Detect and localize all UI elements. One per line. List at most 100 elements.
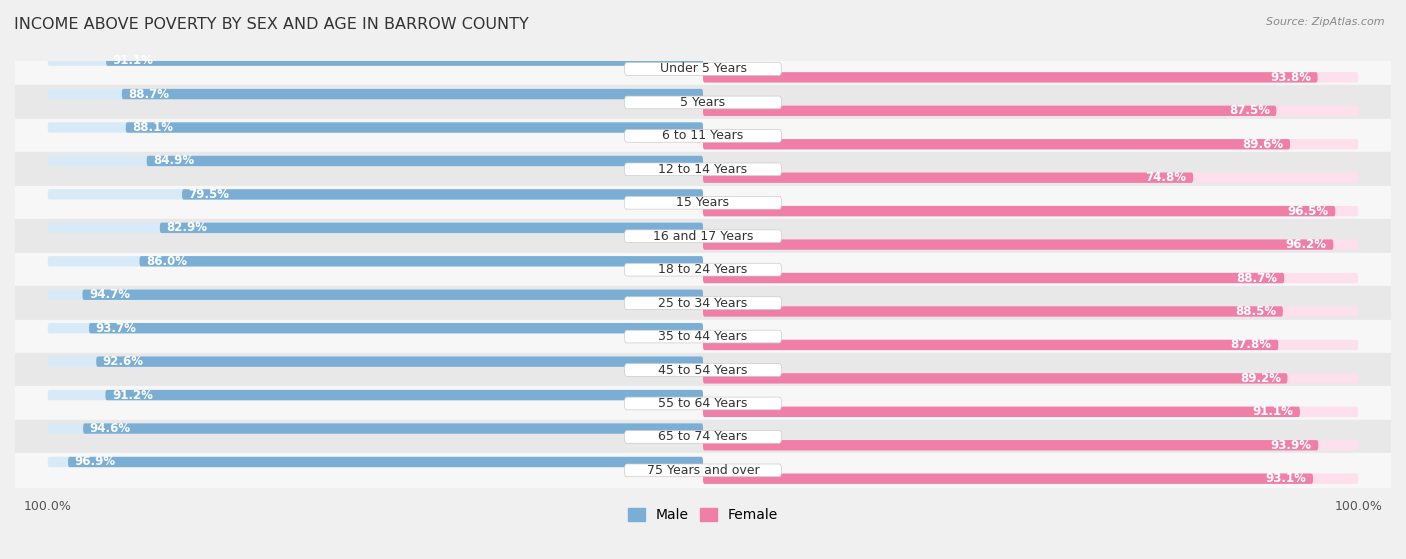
Bar <box>15 86 1391 120</box>
Text: 94.7%: 94.7% <box>89 288 129 301</box>
FancyBboxPatch shape <box>624 364 782 376</box>
Text: 93.1%: 93.1% <box>1265 472 1306 485</box>
FancyBboxPatch shape <box>48 256 703 267</box>
FancyBboxPatch shape <box>624 63 782 75</box>
FancyBboxPatch shape <box>183 190 703 200</box>
FancyBboxPatch shape <box>703 239 1358 250</box>
FancyBboxPatch shape <box>703 440 1319 451</box>
FancyBboxPatch shape <box>703 373 1358 383</box>
Text: 96.5%: 96.5% <box>1288 205 1329 217</box>
FancyBboxPatch shape <box>703 106 1358 116</box>
Bar <box>15 386 1391 420</box>
FancyBboxPatch shape <box>624 297 782 310</box>
FancyBboxPatch shape <box>83 290 703 300</box>
Text: 18 to 24 Years: 18 to 24 Years <box>658 263 748 276</box>
Text: 87.8%: 87.8% <box>1230 338 1272 352</box>
FancyBboxPatch shape <box>89 323 703 333</box>
FancyBboxPatch shape <box>160 222 703 233</box>
Text: 89.2%: 89.2% <box>1240 372 1281 385</box>
Bar <box>15 453 1391 487</box>
Bar <box>15 52 1391 86</box>
FancyBboxPatch shape <box>48 357 703 367</box>
FancyBboxPatch shape <box>703 72 1317 83</box>
FancyBboxPatch shape <box>703 206 1358 216</box>
Bar <box>15 420 1391 454</box>
Text: 16 and 17 Years: 16 and 17 Years <box>652 230 754 243</box>
FancyBboxPatch shape <box>624 330 782 343</box>
FancyBboxPatch shape <box>48 423 703 434</box>
FancyBboxPatch shape <box>703 406 1358 417</box>
FancyBboxPatch shape <box>48 390 703 400</box>
Text: 93.7%: 93.7% <box>96 321 136 335</box>
FancyBboxPatch shape <box>48 323 703 333</box>
Text: 96.2%: 96.2% <box>1285 238 1327 251</box>
FancyBboxPatch shape <box>83 423 703 434</box>
Text: 88.5%: 88.5% <box>1236 305 1277 318</box>
FancyBboxPatch shape <box>48 156 703 166</box>
FancyBboxPatch shape <box>624 163 782 176</box>
FancyBboxPatch shape <box>703 273 1284 283</box>
FancyBboxPatch shape <box>703 340 1278 350</box>
FancyBboxPatch shape <box>624 263 782 276</box>
FancyBboxPatch shape <box>703 206 1336 216</box>
Bar <box>15 219 1391 253</box>
Text: 45 to 54 Years: 45 to 54 Years <box>658 363 748 377</box>
Text: 12 to 14 Years: 12 to 14 Years <box>658 163 748 176</box>
FancyBboxPatch shape <box>624 196 782 209</box>
Text: 88.7%: 88.7% <box>128 88 169 101</box>
FancyBboxPatch shape <box>624 464 782 477</box>
Text: 55 to 64 Years: 55 to 64 Years <box>658 397 748 410</box>
Bar <box>15 286 1391 320</box>
FancyBboxPatch shape <box>48 222 703 233</box>
Text: 75 Years and over: 75 Years and over <box>647 464 759 477</box>
Text: 84.9%: 84.9% <box>153 154 194 168</box>
FancyBboxPatch shape <box>122 89 703 100</box>
Bar <box>15 119 1391 153</box>
Text: 91.1%: 91.1% <box>1253 405 1294 418</box>
Text: 88.7%: 88.7% <box>1237 272 1278 285</box>
Text: 5 Years: 5 Years <box>681 96 725 109</box>
FancyBboxPatch shape <box>703 473 1313 484</box>
FancyBboxPatch shape <box>703 273 1358 283</box>
Text: 35 to 44 Years: 35 to 44 Years <box>658 330 748 343</box>
FancyBboxPatch shape <box>96 357 703 367</box>
FancyBboxPatch shape <box>48 457 703 467</box>
FancyBboxPatch shape <box>703 139 1291 149</box>
Text: 87.5%: 87.5% <box>1229 105 1270 117</box>
Text: 93.8%: 93.8% <box>1270 71 1310 84</box>
FancyBboxPatch shape <box>703 473 1358 484</box>
Bar <box>15 320 1391 354</box>
FancyBboxPatch shape <box>624 130 782 142</box>
Text: 86.0%: 86.0% <box>146 255 187 268</box>
Text: 89.6%: 89.6% <box>1243 138 1284 151</box>
Text: 25 to 34 Years: 25 to 34 Years <box>658 297 748 310</box>
FancyBboxPatch shape <box>703 340 1358 350</box>
Text: 79.5%: 79.5% <box>188 188 229 201</box>
Legend: Male, Female: Male, Female <box>623 503 783 528</box>
Text: 92.6%: 92.6% <box>103 355 143 368</box>
FancyBboxPatch shape <box>703 373 1288 383</box>
Text: 96.9%: 96.9% <box>75 456 115 468</box>
FancyBboxPatch shape <box>703 139 1358 149</box>
Text: Source: ZipAtlas.com: Source: ZipAtlas.com <box>1267 17 1385 27</box>
FancyBboxPatch shape <box>703 406 1301 417</box>
Text: 91.2%: 91.2% <box>112 389 153 401</box>
Bar <box>15 152 1391 186</box>
FancyBboxPatch shape <box>703 306 1358 316</box>
Text: 74.8%: 74.8% <box>1146 171 1187 184</box>
FancyBboxPatch shape <box>48 190 703 200</box>
Bar <box>15 253 1391 287</box>
Text: INCOME ABOVE POVERTY BY SEX AND AGE IN BARROW COUNTY: INCOME ABOVE POVERTY BY SEX AND AGE IN B… <box>14 17 529 32</box>
FancyBboxPatch shape <box>105 55 703 66</box>
Bar <box>15 186 1391 220</box>
FancyBboxPatch shape <box>48 122 703 132</box>
FancyBboxPatch shape <box>146 156 703 166</box>
FancyBboxPatch shape <box>703 239 1333 250</box>
FancyBboxPatch shape <box>703 306 1282 316</box>
Text: 88.1%: 88.1% <box>132 121 173 134</box>
FancyBboxPatch shape <box>67 457 703 467</box>
Text: 93.9%: 93.9% <box>1271 439 1312 452</box>
FancyBboxPatch shape <box>703 106 1277 116</box>
FancyBboxPatch shape <box>105 390 703 400</box>
FancyBboxPatch shape <box>703 72 1358 83</box>
